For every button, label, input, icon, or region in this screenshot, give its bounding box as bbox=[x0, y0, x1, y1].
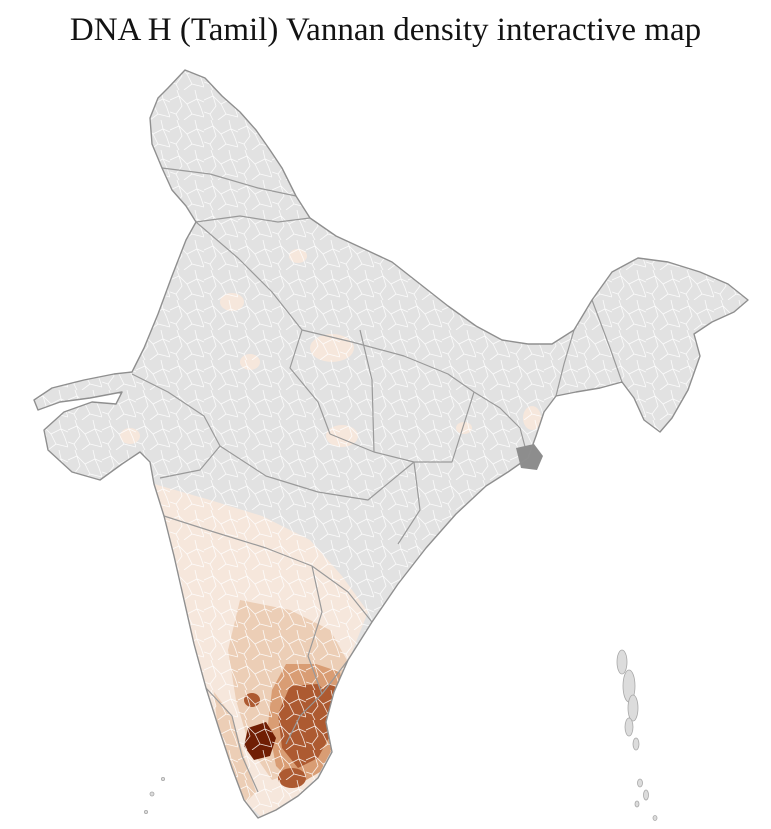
andaman-nicobar-islands[interactable] bbox=[616, 649, 658, 821]
island[interactable] bbox=[652, 815, 658, 821]
page-title: DNA H (Tamil) Vannan density interactive… bbox=[69, 12, 702, 48]
india-coastline bbox=[33, 69, 749, 819]
district-mesh-overlay bbox=[34, 70, 748, 818]
state-borders bbox=[131, 167, 623, 793]
island[interactable] bbox=[632, 737, 640, 751]
island[interactable] bbox=[160, 777, 165, 782]
island[interactable] bbox=[637, 778, 643, 788]
density-layer[interactable] bbox=[30, 60, 755, 828]
island[interactable] bbox=[624, 717, 634, 737]
island[interactable] bbox=[143, 810, 148, 815]
dense-urban-patch[interactable] bbox=[516, 444, 543, 470]
island[interactable] bbox=[634, 800, 640, 808]
island[interactable] bbox=[149, 791, 155, 797]
island[interactable] bbox=[627, 694, 639, 722]
island[interactable] bbox=[643, 789, 649, 801]
lakshadweep-islands[interactable] bbox=[143, 777, 165, 815]
island[interactable] bbox=[616, 649, 628, 675]
